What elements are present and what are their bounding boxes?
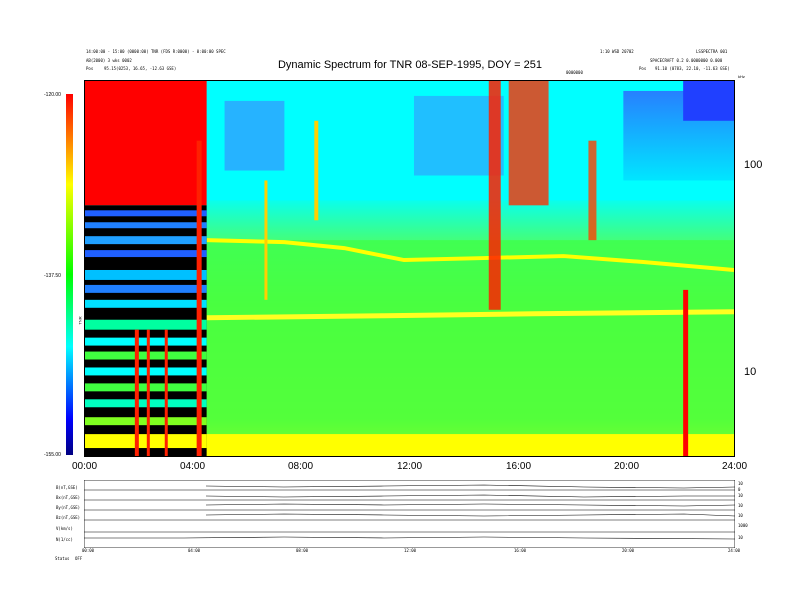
bottom-right-tick-bz: 10 xyxy=(738,513,743,518)
bottom-x-tick-1600: 16:00 xyxy=(514,548,527,553)
bottom-x-tick-0800: 08:00 xyxy=(296,548,309,553)
emission-streak-6 xyxy=(264,180,268,300)
saturated-region xyxy=(85,81,207,206)
band-stripe xyxy=(85,434,207,449)
band-stripe xyxy=(85,367,207,376)
band-stripe xyxy=(85,319,207,330)
emission-line-upper xyxy=(206,238,734,272)
x-tick-0800: 08:00 xyxy=(288,461,314,472)
bottom-right-tick-v: 1000 xyxy=(738,523,748,528)
bottom-label-v: V(km/s) xyxy=(56,526,73,531)
footer-status-value: OFF xyxy=(75,556,83,561)
band-stripe xyxy=(85,417,207,426)
trace-v xyxy=(84,536,735,540)
x-tick-1600: 16:00 xyxy=(506,461,532,472)
band-stripe xyxy=(85,222,207,229)
emission-streak-3 xyxy=(588,140,597,241)
spectrum-blue-patch-1 xyxy=(224,100,285,171)
spectrogram xyxy=(84,80,735,457)
y-tick-100: 100 xyxy=(744,159,763,171)
bottom-right-tick-b0: 0 xyxy=(738,487,741,492)
x-tick-0400: 04:00 xyxy=(180,461,206,472)
spectrum-green-band xyxy=(206,240,734,435)
spectrum-blue-patch-4 xyxy=(683,81,734,121)
bottom-x-tick-1200: 12:00 xyxy=(404,548,417,553)
bottom-label-n: N(1/cc) xyxy=(56,537,73,542)
band-stripe xyxy=(85,250,207,258)
emission-streak-4 xyxy=(683,289,689,456)
header-right-pos-value: 91.10 (0783, 22.10, -11.63 GSE) xyxy=(655,66,730,71)
x-tick-0000: 00:00 xyxy=(72,461,98,472)
header-right-line2: SPACECRAFT 0.2 0.0000000 0.000 xyxy=(650,58,723,63)
band-stripe xyxy=(85,351,207,360)
emission-streak-5 xyxy=(314,120,319,221)
bottom-x-tick-0000: 00:00 xyxy=(82,548,95,553)
bottom-panel xyxy=(84,480,735,548)
header-left-line1: 14:00:00 - 15:00 (0000:00) TNR (FDS R:00… xyxy=(86,49,226,54)
trace-by xyxy=(205,503,735,507)
colorbar xyxy=(66,94,73,455)
emission-streak-2 xyxy=(508,81,549,206)
chart-title: Dynamic Spectrum for TNR 08-SEP-1995, DO… xyxy=(277,59,542,71)
header-left-line2: AB(2000) 3 wks 0002 xyxy=(86,58,132,63)
trace-bz xyxy=(205,513,735,517)
header-mid-tag: 0000000 xyxy=(566,70,583,75)
side-label: TNR xyxy=(77,316,83,325)
y-tick-10: 10 xyxy=(744,366,757,378)
band-stripe xyxy=(85,337,207,346)
red-vertical-line xyxy=(164,329,168,456)
colorbar-tick-mid: -137.50 xyxy=(44,273,61,279)
bottom-right-tick-n: 10 xyxy=(738,535,743,540)
header-right-line1: 1:10 WSD 20702 xyxy=(600,49,634,54)
colorbar-tick-bottom: -155.00 xyxy=(44,452,61,458)
bottom-label-bz: Bz(nT,GSE) xyxy=(56,515,81,520)
bottom-right-tick-by: 10 xyxy=(738,503,743,508)
x-tick-2000: 20:00 xyxy=(614,461,640,472)
bottom-x-tick-0400: 04:00 xyxy=(188,548,201,553)
bottom-x-tick-2000: 20:00 xyxy=(622,548,635,553)
red-vertical-line xyxy=(196,140,202,456)
bottom-label-by: By(nT,GSE) xyxy=(56,505,81,510)
bottom-label-b: B(nT,GSE) xyxy=(56,485,78,490)
footer-status-label: Status xyxy=(55,556,70,561)
header-right-line1b: LSSPECTRA 001 xyxy=(696,49,728,54)
banded-stripes xyxy=(85,210,207,449)
header-right-pos-label: Pos xyxy=(639,66,647,71)
banded-region xyxy=(85,205,207,456)
band-stripe xyxy=(85,284,207,293)
x-tick-1200: 12:00 xyxy=(397,461,423,472)
bottom-label-bx: Bx(nT,GSE) xyxy=(56,495,81,500)
y-unit: kHz xyxy=(738,74,745,79)
band-stripe xyxy=(85,269,207,280)
trace-bx xyxy=(205,494,735,498)
band-stripe xyxy=(85,236,207,245)
bottom-right-tick-bx: 10 xyxy=(738,493,743,498)
bottom-right-tick-b: 10 xyxy=(738,481,743,486)
header-left-pos-label: Pos xyxy=(86,66,94,71)
red-vertical-line xyxy=(146,329,150,456)
colorbar-tick-top: -120.00 xyxy=(44,92,61,98)
band-stripe xyxy=(85,399,207,408)
emission-streak-1 xyxy=(488,81,501,310)
x-tick-2400: 24:00 xyxy=(722,461,748,472)
band-stripe xyxy=(85,299,207,308)
band-stripe xyxy=(85,210,207,217)
band-stripe xyxy=(85,383,207,392)
header-left-pos-value: 95.15(0253, 16.65, -12.63 GSE) xyxy=(104,66,177,71)
trace-b xyxy=(205,484,735,489)
red-vertical-lines xyxy=(134,329,139,456)
bottom-x-tick-2400: 24:00 xyxy=(728,548,741,553)
spectrum-lower-yellow-band xyxy=(206,434,734,456)
emission-line-lower xyxy=(206,309,734,321)
